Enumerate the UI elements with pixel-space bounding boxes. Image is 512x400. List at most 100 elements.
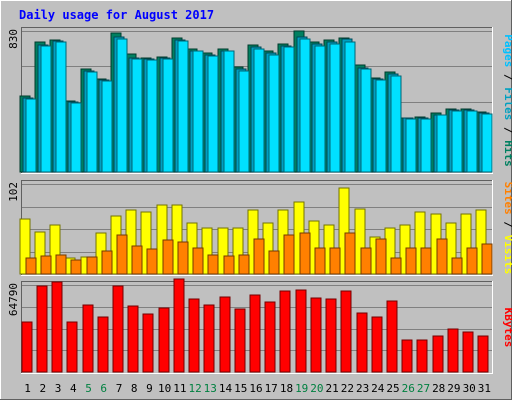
x-tick-label-15: 15 — [234, 382, 247, 395]
bar-kbytes-day-16 — [249, 294, 261, 373]
bar-fill — [223, 255, 235, 275]
bar-sites-day-22 — [344, 232, 356, 275]
bar-pages-day-2 — [40, 45, 52, 173]
bar-sites-day-11 — [177, 241, 189, 275]
bar-fill — [283, 234, 295, 275]
x-tick-label-19: 19 — [295, 382, 308, 395]
bar-kbytes-day-18 — [279, 290, 291, 373]
bar-kbytes-day-4 — [66, 321, 78, 373]
bar-fill — [25, 257, 37, 275]
bar-pages-day-20 — [314, 45, 326, 173]
bar-fill — [112, 285, 124, 373]
bar-fill — [223, 50, 235, 173]
bar-fill — [283, 46, 295, 173]
bar-kbytes-day-1 — [21, 321, 33, 373]
chart-title: Daily usage for August 2017 — [19, 8, 214, 22]
bar-fill — [477, 335, 489, 373]
bar-fill — [416, 339, 428, 373]
bar-fill — [268, 250, 280, 275]
bar-fill — [451, 257, 463, 275]
x-tick-label-13: 13 — [204, 382, 217, 395]
bar-kbytes-day-11 — [173, 278, 185, 373]
bar-fill — [414, 211, 426, 275]
x-tick-label-16: 16 — [249, 382, 262, 395]
bar-sites-day-8 — [131, 245, 143, 275]
x-tick-label-1: 1 — [24, 382, 31, 395]
legend-part-0: Sites — [502, 182, 512, 215]
bar-pages-day-21 — [329, 43, 341, 173]
x-tick-label-29: 29 — [447, 382, 460, 395]
bar-kbytes-day-25 — [386, 300, 398, 373]
bar-fill — [207, 254, 219, 275]
bar-pages-day-30 — [466, 110, 478, 173]
bar-fill — [25, 98, 37, 173]
bar-fill — [232, 227, 244, 275]
panel-bottom: 64790 KBytes — [7, 278, 512, 374]
bar-fill — [146, 248, 158, 275]
bar-kbytes-day-19 — [295, 289, 307, 373]
legend-part-0: KBytes — [502, 308, 512, 348]
bar-fill — [55, 254, 67, 275]
bar-fill — [36, 285, 48, 373]
bar-sites-day-30 — [466, 247, 478, 275]
bar-kbytes-day-7 — [112, 285, 124, 373]
bar-visits-day-31 — [475, 209, 487, 275]
panel-middle: 102 Sites / Visits — [7, 180, 512, 276]
bar-fill — [219, 296, 231, 373]
bar-sites-day-7 — [116, 234, 128, 275]
bar-fill — [192, 247, 204, 275]
bar-sites-day-28 — [436, 238, 448, 275]
bar-kbytes-day-6 — [97, 316, 109, 373]
bar-kbytes-day-22 — [340, 290, 352, 373]
x-tick-label-11: 11 — [173, 382, 186, 395]
bar-sites-day-19 — [299, 232, 311, 275]
bar-kbytes-day-23 — [356, 312, 368, 373]
bar-pages-day-25 — [390, 75, 402, 173]
bar-pages-day-9 — [146, 59, 158, 173]
bar-pages-day-4 — [70, 102, 82, 173]
bar-kbytes-day-14 — [219, 296, 231, 373]
bar-fill — [207, 55, 219, 173]
bar-pages-day-17 — [268, 54, 280, 173]
bar-sites-day-26 — [405, 247, 417, 275]
legend-part-1: / — [502, 67, 512, 87]
bar-fill — [70, 102, 82, 173]
bar-fill — [375, 79, 387, 173]
bar-kbytes-day-5 — [82, 304, 94, 373]
bar-fill — [344, 41, 356, 173]
bar-pages-day-29 — [451, 110, 463, 173]
legend-part-2: Visits — [502, 235, 512, 275]
bar-fill — [253, 48, 265, 173]
bar-fill — [432, 335, 444, 373]
x-tick-label-3: 3 — [55, 382, 62, 395]
x-axis-labels: 1 2 3 4 5 6 7 8 9 10 11 12 13 14 15 16 17 18 19 20 21 22 23 24 2… — [24, 382, 491, 395]
bar-sites-day-24 — [375, 238, 387, 275]
bar-fill — [390, 257, 402, 275]
bar-sites-day-23 — [360, 247, 372, 275]
x-tick-label-22: 22 — [341, 382, 354, 395]
bar-fill — [116, 38, 128, 173]
bar-fill — [310, 297, 322, 373]
bar-visits-day-30 — [460, 213, 472, 275]
bar-fill — [217, 227, 229, 275]
legend-part-0: Pages — [502, 34, 512, 67]
x-tick-label-27: 27 — [417, 382, 430, 395]
bar-fill — [436, 114, 448, 173]
bar-fill — [356, 312, 368, 373]
panel-top: 830 Pages / Files / Hits — [7, 27, 512, 174]
bar-sites-day-16 — [253, 238, 265, 275]
bar-kbytes-day-27 — [416, 339, 428, 373]
x-tick-label-25: 25 — [386, 382, 399, 395]
bar-pages-day-26 — [405, 118, 417, 173]
bar-sites-day-9 — [146, 248, 158, 275]
bar-pages-day-1 — [25, 98, 37, 173]
bar-sites-day-21 — [329, 247, 341, 275]
bar-fill — [146, 59, 158, 173]
x-tick-label-24: 24 — [371, 382, 385, 395]
bar-fill — [420, 247, 432, 275]
bar-fill — [203, 304, 215, 373]
bar-fill — [338, 187, 350, 275]
x-tick-label-26: 26 — [402, 382, 415, 395]
bar-fill — [329, 247, 341, 275]
bar-fill — [162, 239, 174, 275]
